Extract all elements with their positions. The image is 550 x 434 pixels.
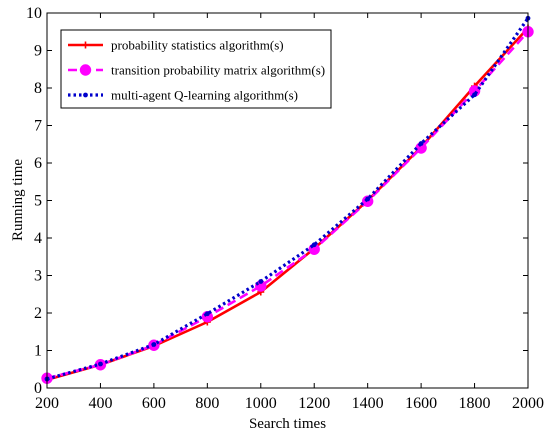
x-tick-label: 2000 [512, 395, 544, 412]
legend-item-2: transition probability matrix algorithm(… [68, 63, 325, 78]
series-2-line [46, 30, 529, 380]
x-tick-label: 1200 [298, 395, 330, 412]
circle-marker-legend-2 [79, 64, 92, 76]
point-marker-5 [258, 279, 264, 284]
legend-item-3: multi-agent Q-learning algorithm(s) [68, 88, 298, 103]
y-axis-title: Running time [10, 159, 26, 241]
point-marker-9 [472, 92, 477, 98]
x-tick-label: 1600 [405, 395, 437, 412]
legend: probability statistics algorithm(s) trans… [60, 29, 332, 109]
point-marker-legend-3 [83, 92, 88, 98]
x-tick-label: 600 [142, 395, 166, 412]
x-tick-label: 1400 [352, 395, 384, 412]
y-tick-label: 5 [34, 193, 42, 210]
point-marker-4 [204, 311, 210, 317]
y-tick-label: 6 [34, 155, 42, 172]
legend-box [60, 29, 332, 109]
plot-frame [46, 12, 529, 389]
point-marker-3 [151, 342, 157, 347]
x-tick-label: 200 [35, 395, 59, 412]
legend-item-1: probability statistics algorithm(s) [68, 38, 284, 53]
y-tick-label: 4 [34, 230, 42, 247]
y-tick-label: 8 [34, 80, 42, 97]
y-tick-label: 0 [34, 380, 42, 397]
point-marker-7 [365, 196, 371, 202]
series-3 [44, 15, 531, 382]
y-tick-label: 7 [34, 118, 42, 135]
y-tick-label: 2 [34, 305, 42, 322]
point-marker-6 [311, 242, 317, 248]
x-tick-label: 1800 [459, 395, 491, 412]
point-marker-8 [418, 141, 424, 146]
point-marker-2 [98, 361, 103, 367]
legend-label-3: multi-agent Q-learning algorithm(s) [111, 88, 298, 103]
x-tick-label: 400 [88, 395, 112, 412]
plus-marker-legend-1 [82, 41, 89, 49]
y-tick-label: 3 [34, 268, 42, 285]
series-3-line [46, 17, 530, 381]
x-axis-title: Search times [249, 416, 326, 432]
x-tick-label: 1000 [245, 395, 277, 412]
legend-label-1: probability statistics algorithm(s) [111, 38, 284, 53]
x-tick-label: 800 [195, 395, 219, 412]
legend-label-2: transition probability matrix algorithm(… [111, 63, 325, 78]
y-tick-label: 1 [34, 343, 42, 360]
y-tick-label: 9 [34, 43, 42, 60]
y-tick-label: 10 [26, 5, 42, 22]
